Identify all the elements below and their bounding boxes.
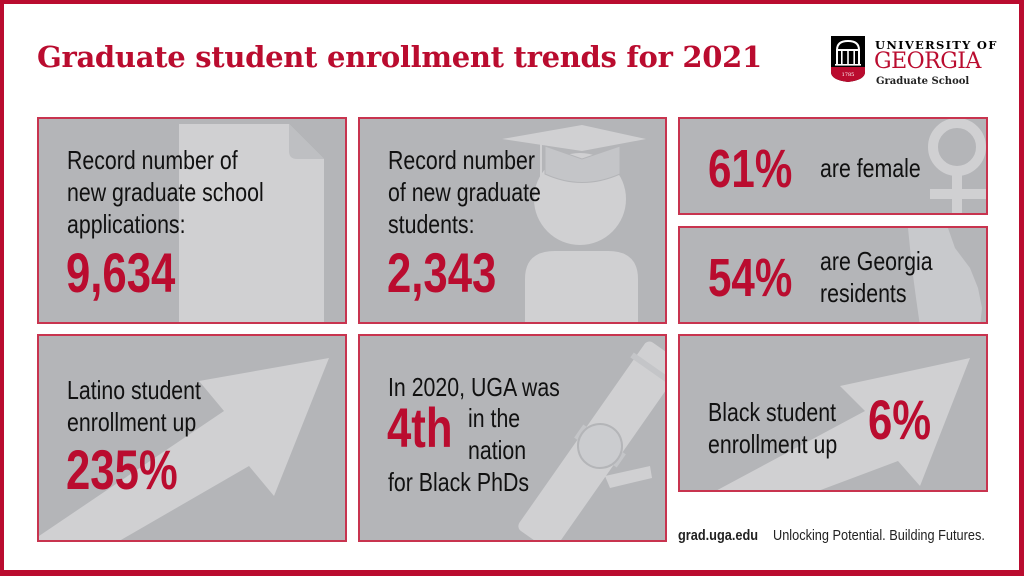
logo-year: 1785: [842, 72, 855, 78]
logo-university-text: UNIVERSITY OF: [875, 38, 998, 52]
arrow-up-icon: [39, 358, 329, 540]
footer-url[interactable]: grad.uga.edu: [678, 527, 759, 544]
new-students-label-line-3: students:: [388, 209, 475, 239]
black-phds-panel: In 2020, UGA was 4th in the nation for B…: [358, 334, 667, 542]
document-icon: [179, 124, 324, 322]
graduate-icon: [502, 125, 646, 322]
footer-tagline: Unlocking Potential. Building Futures.: [773, 527, 985, 544]
female-value: 61%: [708, 139, 793, 199]
georgia-residents-label-line-2: residents: [820, 278, 907, 308]
new-students-value: 2,343: [387, 241, 497, 304]
new-students-label-line-2: of new graduate: [388, 177, 541, 207]
new-students-panel: Record number of new graduate students: …: [358, 117, 667, 324]
black-enrollment-label-line-1: Black student: [708, 397, 836, 427]
applications-label-line-1: Record number of: [67, 145, 238, 175]
black-enrollment-label-line-2: enrollment up: [708, 429, 838, 459]
latino-label-line-1: Latino student: [67, 375, 201, 405]
black-enrollment-panel: Black student enrollment up 6%: [678, 334, 988, 492]
logo-school-text: Graduate School: [876, 76, 970, 87]
georgia-residents-panel: 54% are Georgia residents: [678, 226, 988, 324]
diploma-icon: [518, 341, 665, 540]
arch-icon: 1785: [831, 36, 865, 82]
female-label: are female: [820, 153, 921, 183]
applications-label-line-3: applications:: [67, 209, 186, 239]
female-panel: 61% are female: [678, 117, 988, 215]
uga-graduate-school-logo: 1785 UNIVERSITY OF GEORGIA Graduate Scho…: [831, 36, 996, 92]
georgia-map-icon: [908, 228, 982, 322]
applications-panel: Record number of new graduate school app…: [37, 117, 347, 324]
applications-label-line-2: new graduate school: [67, 177, 264, 207]
latino-label-line-2: enrollment up: [67, 407, 197, 437]
black-phds-outro: for Black PhDs: [388, 467, 530, 497]
black-phds-side-line-2: nation: [468, 435, 527, 465]
new-students-label-line-1: Record number: [388, 145, 535, 175]
georgia-residents-value: 54%: [708, 248, 793, 308]
female-symbol-icon: [928, 119, 986, 213]
latino-enrollment-panel: Latino student enrollment up 235%: [37, 334, 347, 542]
black-phds-intro: In 2020, UGA was: [388, 372, 560, 402]
latino-value: 235%: [66, 438, 178, 501]
page-title: Graduate student enrollment trends for 2…: [37, 40, 762, 74]
black-phds-rank: 4th: [387, 396, 453, 459]
applications-value: 9,634: [66, 241, 176, 304]
logo-georgia-text: GEORGIA: [874, 49, 981, 74]
black-enrollment-value: 6%: [868, 388, 932, 451]
arrow-up-icon: [717, 358, 970, 490]
black-phds-side-line-1: in the: [468, 403, 521, 433]
georgia-residents-label-line-1: are Georgia: [820, 246, 933, 276]
